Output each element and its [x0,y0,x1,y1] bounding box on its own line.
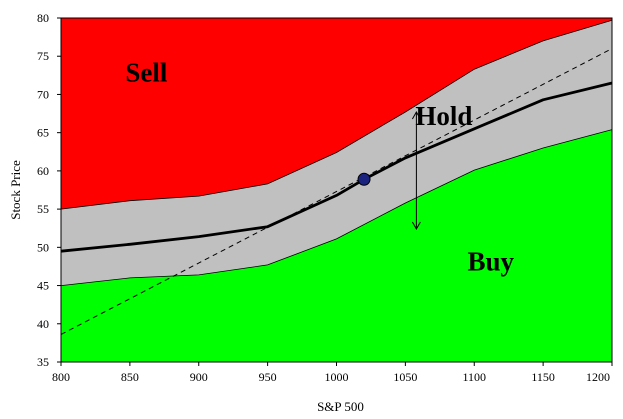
center-line [60,81,613,253]
x-tick-label: 900 [190,370,208,384]
sell-region [61,18,612,210]
range-arrow [411,111,421,230]
arrow-head-bottom [411,221,421,230]
upper-band-line [60,19,613,210]
y-tick-label: 45 [37,279,49,293]
dashed-trend-line [60,48,613,335]
hold-region [61,20,612,286]
region-label-hold: Hold [415,101,472,131]
x-axis-title: S&P 500 [317,399,364,414]
buy-region [61,129,612,362]
x-tick-label: 950 [259,370,277,384]
y-tick-label: 75 [37,49,49,63]
y-tick-label: 55 [37,202,49,216]
x-tick-label: 1050 [393,370,417,384]
x-tick-label: 800 [52,370,70,384]
lower-band-line [60,129,613,286]
y-tick-label: 50 [37,240,49,254]
plot-area [60,17,613,363]
y-tick-label: 40 [37,317,49,331]
x-tick-label: 850 [121,370,139,384]
y-tick-label: 60 [37,164,49,178]
region-label-sell: Sell [125,57,168,87]
y-tick-label: 70 [37,87,49,101]
arrow-head-top [411,111,421,120]
x-tick-label: 1000 [325,370,349,384]
y-tick-label: 35 [37,355,49,369]
y-axis-ticks: 35 40 45 50 55 60 65 70 75 80 [37,11,61,369]
y-axis-title: Stock Price [8,160,23,220]
x-tick-label: 1100 [462,370,486,384]
current-point-marker [357,172,371,186]
region-labels: Sell Hold Buy [125,57,514,276]
x-tick-label: 1150 [531,370,555,384]
y-tick-label: 65 [37,126,49,140]
y-tick-label: 80 [37,11,49,25]
region-label-buy: Buy [468,246,515,276]
x-axis-ticks: 800 850 900 950 1000 1050 1100 1150 1200 [52,362,613,384]
x-tick-label: 1200 [586,370,610,384]
